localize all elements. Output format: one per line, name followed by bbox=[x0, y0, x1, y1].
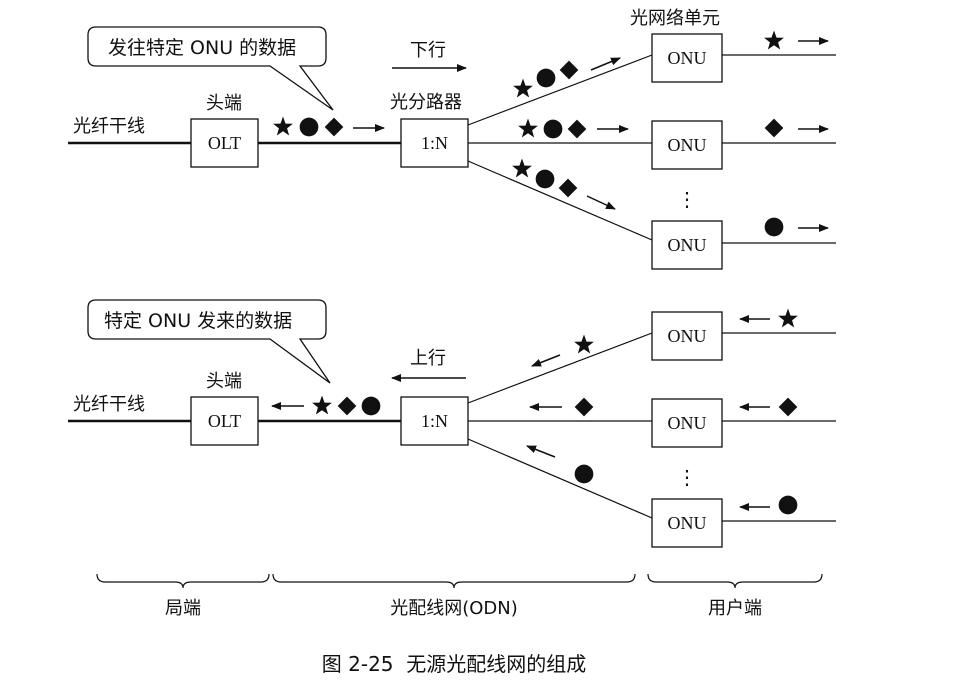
upstream-branch-3 bbox=[467, 438, 653, 519]
figure-caption: 图 2-25 无源光配线网的组成 bbox=[322, 652, 586, 676]
downstream-callout-text: 发往特定 ONU 的数据 bbox=[108, 37, 296, 59]
user-brace bbox=[647, 573, 823, 589]
upstream-branch-1 bbox=[467, 332, 653, 404]
downstream-splitter-label: 光分路器 bbox=[390, 92, 462, 113]
upstream-olt-label: OLT bbox=[208, 411, 241, 431]
star-icon bbox=[513, 78, 533, 98]
diamond-icon bbox=[324, 117, 344, 137]
upstream-direction-label: 上行 bbox=[410, 348, 446, 369]
upstream-headend-label: 头端 bbox=[206, 371, 242, 392]
downstream-onu-box-3 bbox=[651, 220, 723, 270]
downstream-headend-label: 头端 bbox=[206, 93, 242, 114]
diamond-icon bbox=[559, 60, 579, 80]
odn-section-label: 光配线网(ODN) bbox=[390, 598, 518, 619]
downstream-branch-3 bbox=[467, 160, 653, 241]
circle-icon bbox=[361, 396, 381, 416]
star-icon bbox=[778, 308, 798, 328]
circle-icon bbox=[764, 217, 784, 237]
diamond-icon bbox=[337, 396, 357, 416]
diamond-icon bbox=[558, 178, 578, 198]
diamond-icon bbox=[574, 397, 594, 417]
upstream-onu-label-2: ONU bbox=[668, 413, 707, 433]
downstream-olt-label: OLT bbox=[208, 133, 241, 153]
star-icon bbox=[312, 395, 332, 415]
downstream-onu-ellipsis: ⋮ bbox=[677, 189, 697, 211]
diamond-icon bbox=[778, 397, 798, 417]
downstream-onu-label-2: ONU bbox=[668, 135, 707, 155]
upstream-callout-bubble bbox=[87, 299, 331, 384]
downstream-onu-label-3: ONU bbox=[668, 235, 707, 255]
upstream-olt-box bbox=[190, 396, 259, 446]
upstream-onu-box-1 bbox=[651, 311, 723, 361]
circle-icon bbox=[535, 169, 555, 189]
circle-icon bbox=[574, 464, 594, 484]
downstream-onu-group-label: 光网络单元 bbox=[630, 8, 720, 29]
diamond-icon bbox=[764, 118, 784, 138]
office-section-label: 局端 bbox=[165, 598, 201, 619]
circle-icon bbox=[536, 68, 556, 88]
upstream-branch-1-arrow bbox=[531, 354, 561, 367]
downstream-callout-bubble bbox=[87, 26, 334, 111]
downstream-onu-label-1: ONU bbox=[668, 48, 707, 68]
star-icon bbox=[512, 158, 532, 178]
upstream-onu-label-3: ONU bbox=[668, 513, 707, 533]
upstream-onu-label-1: ONU bbox=[668, 326, 707, 346]
upstream-callout-text: 特定 ONU 发来的数据 bbox=[104, 310, 292, 332]
upstream-trunk-label: 光纤干线 bbox=[73, 394, 145, 415]
upstream-splitter-ratio: 1:N bbox=[421, 411, 448, 431]
star-icon bbox=[574, 334, 594, 354]
upstream-branch-3-arrow bbox=[526, 445, 556, 458]
downstream-direction-label: 下行 bbox=[410, 40, 446, 61]
circle-icon bbox=[778, 495, 798, 515]
downstream-section: 发往特定 ONU 的数据 下行 光纤干线 头端 OLT 光分路器 1:N bbox=[68, 8, 836, 270]
star-icon bbox=[518, 118, 538, 138]
star-icon bbox=[764, 30, 784, 50]
downstream-branch-1 bbox=[467, 54, 653, 126]
upstream-onu-box-2 bbox=[651, 398, 723, 448]
downstream-splitter-ratio: 1:N bbox=[421, 133, 448, 153]
office-brace bbox=[96, 573, 270, 589]
upstream-onu-box-3 bbox=[651, 498, 723, 548]
upstream-onu-ellipsis: ⋮ bbox=[677, 467, 697, 489]
circle-icon bbox=[543, 119, 563, 139]
section-braces: 局端 光配线网(ODN) 用户端 bbox=[96, 573, 823, 619]
user-section-label: 用户端 bbox=[708, 598, 762, 619]
circle-icon bbox=[299, 117, 319, 137]
star-icon bbox=[273, 116, 293, 136]
odn-brace bbox=[272, 573, 636, 589]
upstream-section: 特定 ONU 发来的数据 上行 光纤干线 头端 OLT 1:N ONU ONU … bbox=[68, 299, 836, 548]
downstream-trunk-label: 光纤干线 bbox=[73, 116, 145, 137]
downstream-onu-box-2 bbox=[651, 120, 723, 170]
downstream-olt-box bbox=[190, 118, 259, 168]
diamond-icon bbox=[567, 119, 587, 139]
downstream-branch-1-arrow bbox=[590, 57, 621, 71]
downstream-branch-3-arrow bbox=[586, 195, 616, 210]
downstream-onu-box-1 bbox=[651, 33, 723, 83]
